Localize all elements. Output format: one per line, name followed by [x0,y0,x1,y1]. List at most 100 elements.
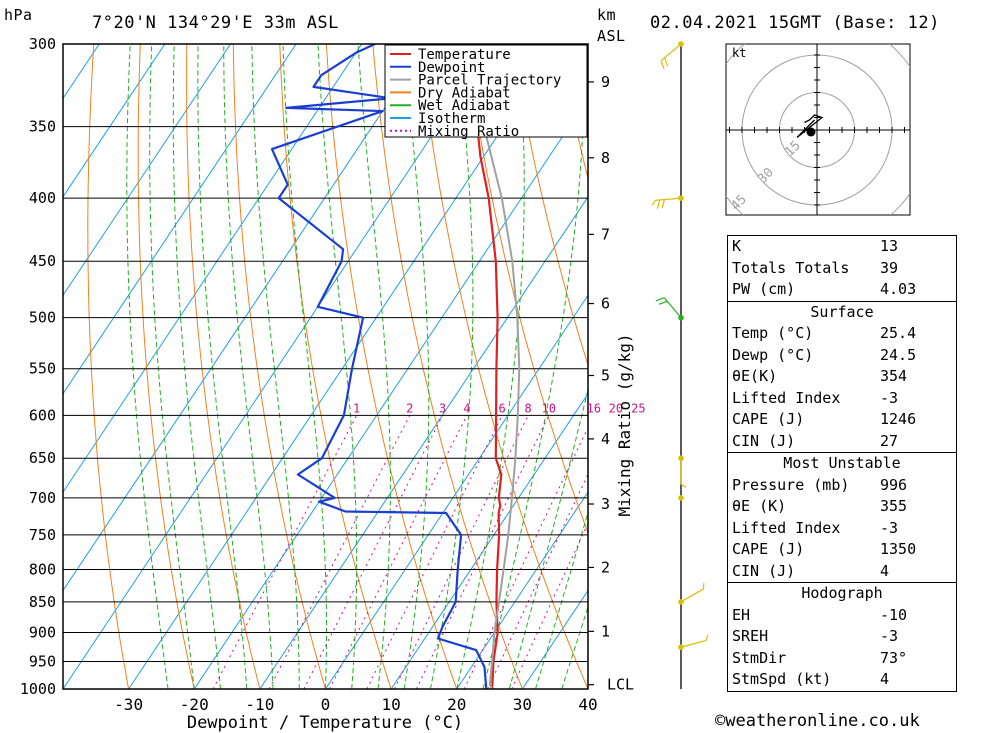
legend-label: Parcel Trajectory [418,73,561,89]
most-unstable-section: Most Unstable Pressure (mb) 996 θE (K) 355 L… [728,452,956,582]
hodograph-trace [796,114,824,139]
wind-barb-staff [663,297,682,319]
isotherm-line [128,44,560,689]
storm-motion-marker [806,127,816,137]
dry-adiabat-line [970,26,1000,689]
index-label: CAPE (J) [732,540,805,558]
index-label: Totals Totals [732,258,850,277]
index-label: θE (K) [732,497,787,515]
index-label: PW (cm) [732,280,796,298]
index-label: Temp (°C) [732,324,814,342]
index-label: Lifted Index [732,518,841,537]
mixing-ratio-label: 2 [406,401,413,415]
wet-adiabat-line [430,44,474,689]
index-value: 39 [880,258,899,277]
mixing-ratio-label: 20 [609,401,623,415]
index-label: EH [732,605,751,624]
isotherm-line [325,294,588,689]
index-value: 4.03 [880,280,917,298]
wet-adiabat-line [282,44,327,689]
date-title: 02.04.2021 15GMT (Base: 12) [650,13,940,33]
wet-adiabat-line [197,44,248,689]
wet-adiabat-line [508,387,588,689]
km-tick-label: 6 [601,295,610,313]
legend-label: Mixing Ratio [418,124,519,140]
wind-barb-feather [664,57,669,67]
km-tick-label: 7 [601,225,610,243]
km-tick-label: LCL [607,676,634,694]
wind-barb-staff [680,588,704,603]
km-tick-label: 8 [601,149,610,167]
profile-lines [270,44,521,689]
index-label: SREH [732,627,769,645]
pressure-tick-label: 450 [29,252,56,270]
wet-adiabat-line [172,44,221,689]
hodograph-unit-label: kt [732,46,746,60]
index-value: 73° [880,648,908,667]
series-temperature [476,126,503,689]
index-value: 27 [880,431,899,450]
mixing-ratio-label: 1 [353,401,360,415]
index-row: Lifted Index -3 [728,518,956,540]
index-value: 25.4 [880,324,917,342]
index-value: 1246 [880,410,917,428]
isotherm-line [63,44,428,592]
mixing-ratio-label: 3 [439,401,446,415]
plot-frame [62,43,589,690]
legend-label: Temperature [418,47,511,63]
indices-table: K 13 Totals Totals 39 PW (cm) 4.03 Surface Te… [727,235,957,692]
isotherm-line [390,392,588,689]
mixing-ratio-label: 10 [542,401,556,415]
km-tick-label: 4 [601,430,610,448]
index-label: StmDir [732,648,787,667]
wet-adiabat-line [456,44,525,689]
index-value: 13 [880,237,899,255]
mixing-ratio-label: 6 [499,401,506,415]
x-axis-title: Dewpoint / Temperature (°C) [187,713,463,733]
index-row: StmDir 73° [728,648,956,670]
index-row: CIN (J) 4 [728,561,956,583]
index-row: Pressure (mb) 996 [728,475,956,497]
dry-adiabat-line [87,44,130,689]
pressure-tick-label: 300 [29,35,56,53]
pressure-tick-label: 950 [29,653,56,671]
legend-box [384,44,588,138]
wet-adiabat-line [357,44,391,689]
legend-label: Wet Adiabat [418,98,511,114]
wind-barb-feather [655,297,665,302]
most-unstable-title: Most Unstable [783,454,901,472]
isobars [63,43,588,690]
index-label: θE(K) [732,367,778,385]
hpa-unit-label: hPa [4,6,33,24]
pressure-tick-label: 350 [29,118,56,136]
wind-barb-dot [678,495,684,501]
index-value: -3 [880,627,899,645]
wet-adiabat-line [251,44,300,689]
index-label: Dewp (°C) [732,345,814,364]
dry-adiabat-line [465,44,588,534]
index-row: CAPE (J) 1246 [728,409,956,431]
legend-label: Dewpoint [418,60,485,76]
pressure-tick-label: 700 [29,489,56,507]
wet-adiabat-line [317,44,358,689]
index-value: 24.5 [880,345,917,364]
mixing-ratio-line [329,415,468,689]
km-unit-label: km [597,6,617,24]
pressure-tick-label: 650 [29,449,56,467]
index-value: -10 [880,605,908,624]
km-tick-label: 5 [601,366,610,384]
asl-unit-label: ASL [597,27,626,45]
index-row: PW (cm) 4.03 [728,279,956,301]
pressure-tick-label: 850 [29,593,56,611]
hodograph-indices-section: Hodograph EH -10 SREH -3 StmDir 73° StmSpd (kt… [728,582,956,691]
km-tick-label: 1 [601,622,610,640]
wind-barb-feather [705,634,709,641]
index-value: 1350 [880,540,917,558]
index-value: 4 [880,670,890,688]
dry-adiabat-line [137,44,195,689]
dry-adiabat-line [232,44,326,689]
general-indices: K 13 Totals Totals 39 PW (cm) 4.03 [728,236,956,301]
wind-profile [651,41,709,689]
wind-barb-staff [680,639,707,648]
index-label: CIN (J) [732,561,796,580]
